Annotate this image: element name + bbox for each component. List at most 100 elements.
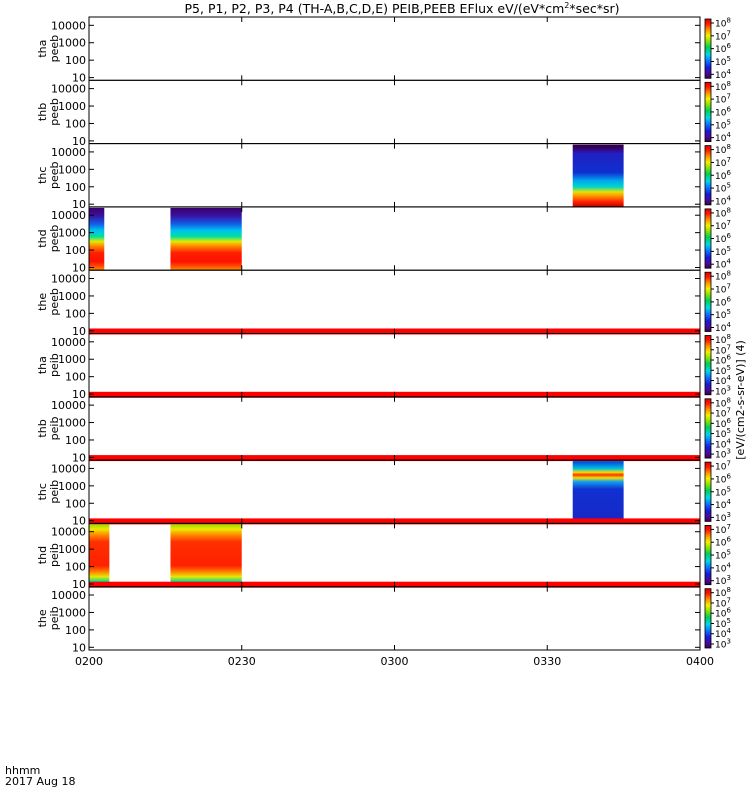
y-tick-label: 10 (72, 262, 86, 275)
panel-probe-label: thc (36, 167, 49, 184)
colorbar-tick-label: 108 (715, 586, 731, 599)
colorbar (704, 398, 712, 459)
colorbar-tick-label: 107 (715, 523, 731, 536)
colorbar (704, 81, 712, 143)
colorbar-tick-label: 105 (715, 617, 731, 630)
colorbar-tick-label: 103 (715, 448, 731, 461)
colorbar-tick-label: 104 (715, 627, 731, 640)
colorbar-tick-label: 106 (715, 354, 731, 367)
colorbar-tick-label: 104 (715, 321, 731, 334)
y-tick-label: 10 (72, 388, 86, 401)
colorbar-tick-label: 105 (715, 182, 731, 195)
colorbar-tick-label: 106 (715, 232, 731, 245)
colorbar-tick-label: 108 (715, 143, 731, 156)
colorbar (704, 461, 712, 522)
panel-frame (88, 16, 701, 81)
colorbar-tick-label: 104 (715, 374, 731, 387)
y-tick-label: 1000 (58, 163, 86, 176)
colorbar (704, 335, 712, 396)
x-tick-label: 0200 (75, 655, 103, 668)
colorbar (704, 271, 712, 332)
colorbar-tick-label: 103 (715, 511, 731, 524)
colorbar-tick-label: 103 (715, 384, 731, 397)
colorbar-tick-label: 106 (715, 417, 731, 430)
panel-probe-label: thc (36, 483, 49, 500)
colorbar-tick-label: 108 (715, 333, 731, 346)
panel-product-label: peib (48, 480, 61, 504)
colorbar-tick-label: 105 (715, 308, 731, 321)
colorbar-tick-label: 104 (715, 258, 731, 271)
y-tick-label: 10 (72, 515, 86, 528)
y-tick-label: 10000 (51, 399, 86, 412)
y-tick-label: 1000 (58, 290, 86, 303)
spectrogram-block (572, 461, 624, 524)
panel-probe-label: thb (36, 103, 49, 121)
colorbar-tick-label: 106 (715, 536, 731, 549)
y-tick-label: 10 (72, 578, 86, 591)
colorbar-tick-label: 103 (715, 638, 731, 651)
colorbar-tick-label: 104 (715, 131, 731, 144)
y-tick-label: 100 (65, 561, 86, 574)
spectrogram-block (170, 524, 242, 587)
panel-frame (88, 396, 701, 461)
colorbar-tick-label: 104 (715, 561, 731, 574)
panel-product-label: peib (48, 417, 61, 441)
colorbar-tick-label: 104 (715, 68, 731, 81)
colorbar-tick-label: 104 (715, 437, 731, 450)
colorbar-tick-label: 105 (715, 427, 731, 440)
spectrogram-block (572, 144, 624, 207)
y-tick-label: 100 (65, 244, 86, 257)
colorbar (704, 208, 712, 269)
y-tick-label: 1000 (58, 353, 86, 366)
panel-frame (88, 586, 701, 651)
y-tick-label: 100 (65, 307, 86, 320)
x-axis-label-hhmm: hhmm (5, 764, 40, 777)
panel-product-label: peeb (48, 288, 61, 316)
panel-frame (88, 269, 701, 335)
colorbar-tick-label: 106 (715, 472, 731, 485)
colorbar-tick-label: 107 (715, 156, 731, 169)
chart-title: P5, P1, P2, P3, P4 (TH-A,B,C,D,E) PEIB,P… (185, 1, 620, 16)
y-tick-label: 1000 (58, 227, 86, 240)
y-tick-label: 100 (65, 434, 86, 447)
colorbar-tick-label: 107 (715, 460, 731, 473)
panel-product-label: peeb (48, 35, 61, 63)
y-tick-label: 10000 (51, 273, 86, 286)
y-tick-label: 1000 (58, 100, 86, 113)
colorbar-tick-label: 107 (715, 343, 731, 356)
y-tick-label: 1000 (58, 480, 86, 493)
colorbar-tick-label: 107 (715, 407, 731, 420)
colorbar-tick-label: 104 (715, 498, 731, 511)
spectrogram-block (170, 207, 242, 271)
colorbar-tick-label: 107 (715, 219, 731, 232)
colorbar-tick-label: 107 (715, 283, 731, 296)
y-tick-label: 100 (65, 54, 86, 67)
panel-product-label: peeb (48, 161, 61, 189)
colorbar (704, 525, 712, 586)
y-tick-label: 1000 (58, 37, 86, 50)
y-tick-label: 100 (65, 371, 86, 384)
y-tick-label: 10000 (51, 526, 86, 539)
panel-probe-label: tha (36, 356, 49, 374)
y-tick-label: 10 (72, 135, 86, 148)
y-tick-label: 10 (72, 641, 86, 654)
y-tick-label: 10 (72, 451, 86, 464)
panel-probe-label: thb (36, 419, 49, 437)
y-tick-label: 10000 (51, 462, 86, 475)
panel-probe-label: tha (36, 40, 49, 58)
y-tick-label: 10000 (51, 336, 86, 349)
colorbar-tick-label: 106 (715, 105, 731, 118)
y-tick-label: 10 (72, 72, 86, 85)
y-tick-label: 10 (72, 325, 86, 338)
y-tick-label: 1000 (58, 606, 86, 619)
colorbar-tick-label: 105 (715, 549, 731, 562)
panel-probe-label: thd (36, 229, 49, 247)
colorbar-tick-label: 108 (715, 80, 731, 93)
x-tick-label: 0300 (381, 655, 409, 668)
